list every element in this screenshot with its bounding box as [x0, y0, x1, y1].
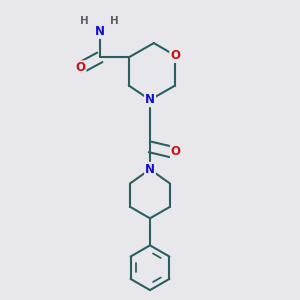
Text: N: N: [145, 93, 155, 106]
Text: O: O: [76, 61, 85, 74]
Text: N: N: [145, 163, 155, 176]
Text: H: H: [110, 16, 119, 26]
Text: N: N: [95, 25, 105, 38]
Text: O: O: [170, 49, 180, 62]
Text: O: O: [171, 146, 181, 158]
Text: H: H: [80, 16, 89, 26]
